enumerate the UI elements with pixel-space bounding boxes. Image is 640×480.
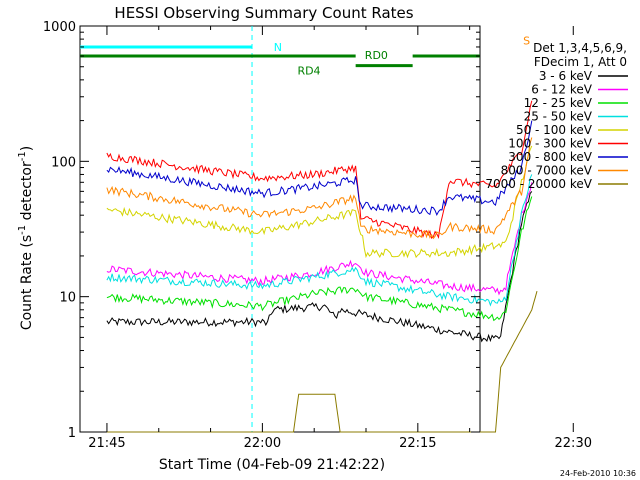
flag-label: S xyxy=(523,35,530,48)
series-line xyxy=(106,145,533,259)
y-tick-label: 10 xyxy=(59,291,76,306)
legend-item-label: 100 - 300 keV xyxy=(508,137,592,151)
y-tick-label: 1000 xyxy=(43,20,76,35)
series-line xyxy=(106,290,538,433)
legend-header-line: Det 1,3,4,5,6,9, xyxy=(533,41,627,55)
y-axis-label-part: Count Rate (s xyxy=(19,235,35,330)
y-axis-label-exponent: -1 xyxy=(17,151,28,161)
legend-item-label: 800 - 7000 keV xyxy=(501,164,593,178)
y-axis-label-part: detector xyxy=(19,161,35,225)
y-tick-label: 1 xyxy=(68,426,76,441)
flag-label: N xyxy=(274,41,282,54)
footer-date: 24-Feb-2010 10:36 xyxy=(560,469,636,478)
legend-header-line: FDecim 1, Att 0 xyxy=(534,55,627,69)
legend-item-label: 50 - 100 keV xyxy=(516,123,593,137)
flag-label: RD0 xyxy=(365,49,388,62)
series-layer xyxy=(106,100,538,433)
series-line xyxy=(106,174,533,307)
x-tick-label: 22:00 xyxy=(244,436,281,451)
series-line xyxy=(106,137,533,240)
x-tick-label: 22:15 xyxy=(399,436,436,451)
legend-item-label: 3 - 6 keV xyxy=(539,69,593,83)
x-tick-label: 22:30 xyxy=(555,436,592,451)
legend: Det 1,3,4,5,6,9, FDecim 1, Att 0 3 - 6 k… xyxy=(485,41,628,191)
legend-item-label: 12 - 25 keV xyxy=(524,96,593,110)
legend-item-label: 25 - 50 keV xyxy=(524,110,593,124)
x-axis-label: Start Time (04-Feb-09 21:42:22) xyxy=(159,457,385,473)
legend-item-label: 7000 - 20000 keV xyxy=(485,177,592,191)
series-line xyxy=(106,120,533,217)
series-line xyxy=(106,191,533,343)
x-tick-label: 21:45 xyxy=(88,436,125,451)
y-axis-label-exponent: -1 xyxy=(17,225,28,235)
legend-item-label: 6 - 12 keV xyxy=(531,83,593,97)
chart-title: HESSI Observing Summary Count Rates xyxy=(114,4,413,22)
series-line xyxy=(106,196,533,322)
y-tick-label: 100 xyxy=(51,155,76,170)
plot-frame xyxy=(79,25,481,433)
flag-label: RD4 xyxy=(297,65,320,78)
plot-border xyxy=(79,25,481,433)
series-line xyxy=(106,182,533,296)
axes: 110100100021:4522:0022:1522:3022:4523:00… xyxy=(43,20,592,451)
flag-bars: N RD0 RD4 S xyxy=(80,35,530,78)
series-line xyxy=(106,100,533,239)
y-axis-label-part: ) xyxy=(19,146,35,151)
legend-item-label: 300 - 800 keV xyxy=(508,150,592,164)
y-axis-label: Count Rate (s-1 detector-1) xyxy=(17,146,35,330)
